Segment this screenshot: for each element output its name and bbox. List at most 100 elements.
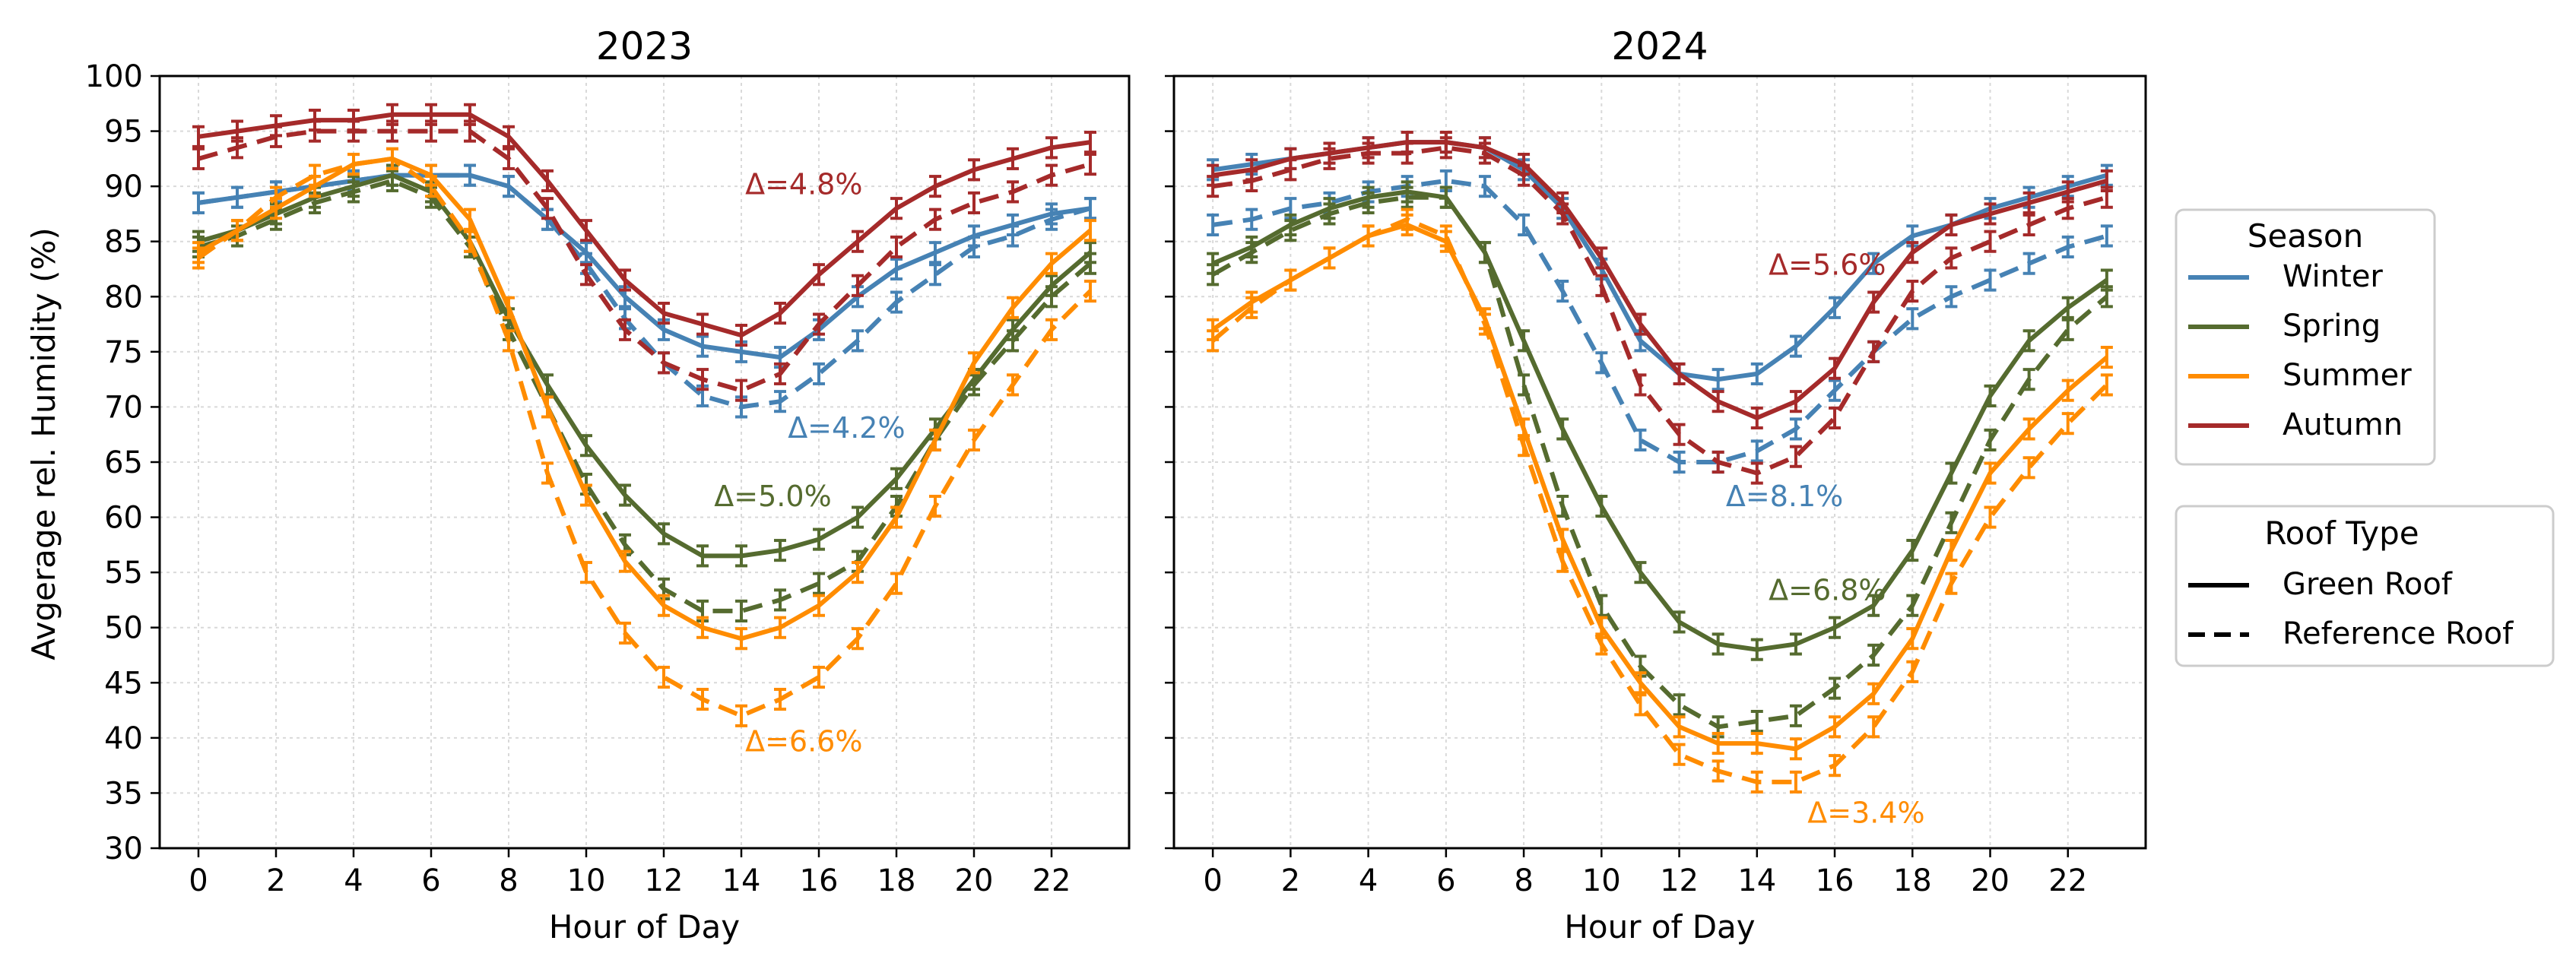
error-bar: [1595, 632, 1608, 656]
error-bar: [1673, 362, 1686, 385]
season-legend-entry-autumn: Autumn: [2188, 407, 2403, 442]
y-tick-label: 35: [104, 776, 143, 811]
series-line: [1211, 217, 2109, 784]
error-bar: [2100, 224, 2113, 248]
error-bar: [2100, 373, 2113, 397]
error-bar: [1478, 241, 1491, 264]
y-tick-label: 65: [104, 445, 143, 480]
error-bar: [1984, 461, 1997, 485]
error-bar: [813, 572, 825, 595]
error-bar: [1007, 147, 1019, 170]
error-bar: [619, 483, 631, 507]
x-tick-label: 22: [1033, 863, 1071, 898]
x-tick-label: 6: [421, 863, 440, 898]
error-bar: [1518, 329, 1531, 353]
error-bar: [1984, 230, 1997, 253]
error-bar: [1634, 312, 1647, 336]
y-tick-label: 100: [85, 59, 143, 94]
error-bar: [1906, 279, 1919, 303]
series-autumn-green-roof: [192, 103, 1096, 347]
error-bar: [541, 169, 554, 192]
error-bar: [541, 395, 554, 419]
roof-legend-title: Roof Type: [2264, 515, 2419, 552]
error-bar: [696, 368, 709, 391]
series-autumn-reference-roof: [1207, 136, 2113, 485]
error-bar: [192, 125, 205, 148]
season-legend-entry-winter: Winter: [2188, 259, 2383, 294]
error-bar: [1245, 169, 1258, 192]
error-bar: [735, 324, 747, 347]
error-bar: [658, 665, 670, 689]
error-bar: [464, 230, 476, 253]
error-bar: [1829, 715, 1842, 739]
series-line: [198, 112, 1091, 338]
error-bar: [658, 594, 670, 617]
y-tick-label: 50: [104, 611, 143, 646]
error-bar: [503, 329, 515, 353]
error-bar: [1045, 207, 1058, 231]
series-spring-green-roof: [192, 163, 1096, 568]
series-summer-reference-roof: [1207, 207, 2113, 793]
error-bar: [1245, 207, 1258, 231]
series-line: [1212, 145, 2108, 476]
delta-annotation: Δ=4.8%: [745, 167, 862, 201]
error-bar: [309, 163, 321, 187]
error-bar: [1207, 175, 1220, 198]
error-bar: [1084, 197, 1096, 220]
error-bar: [968, 158, 980, 182]
series-summer-reference-roof: [192, 147, 1096, 727]
error-bar: [852, 627, 864, 651]
series-autumn-reference-roof: [192, 119, 1096, 402]
error-bar: [658, 351, 670, 375]
delta-annotation: Δ=3.4%: [1807, 797, 1924, 830]
error-bar: [1829, 616, 1842, 639]
error-bar: [1867, 682, 1880, 705]
error-bar: [1556, 494, 1569, 518]
error-bar: [270, 125, 282, 148]
x-axis-label: Hour of Day: [549, 908, 740, 945]
error-bar: [1518, 373, 1531, 397]
error-bar: [658, 301, 670, 325]
error-bar: [503, 175, 515, 198]
error-bar: [1084, 219, 1096, 242]
error-bar: [1556, 550, 1569, 573]
legend-label: Reference Roof: [2283, 616, 2514, 651]
error-bar: [1906, 307, 1919, 331]
error-bar: [580, 434, 592, 458]
series-winter-reference-roof: [1207, 169, 2113, 474]
series-line: [198, 173, 1091, 410]
error-bar: [929, 175, 941, 198]
error-bar: [1945, 285, 1958, 309]
error-bar: [1007, 329, 1019, 353]
error-bar: [852, 561, 864, 584]
error-bar: [1945, 539, 1958, 562]
error-bar: [1867, 594, 1880, 617]
error-bar: [2061, 412, 2074, 435]
error-bar: [2022, 191, 2035, 214]
error-bar: [2022, 329, 2035, 353]
error-bar: [1207, 263, 1220, 287]
delta-annotation: Δ=6.8%: [1769, 573, 1886, 607]
error-bar: [231, 185, 243, 209]
error-bar: [192, 246, 205, 270]
x-tick-label: 16: [1816, 863, 1854, 898]
x-axis-label: Hour of Day: [1564, 908, 1755, 945]
error-bar: [735, 378, 747, 402]
error-bar: [2100, 185, 2113, 209]
y-tick-label: 45: [104, 666, 143, 701]
error-bar: [2100, 285, 2113, 309]
series-line: [1211, 222, 2108, 752]
y-tick-label: 90: [104, 169, 143, 204]
series-line: [1211, 195, 2108, 730]
error-bar: [1673, 423, 1686, 446]
error-bar: [1867, 643, 1880, 667]
x-tick-label: 0: [1203, 863, 1222, 898]
error-bar: [1634, 428, 1647, 452]
error-bar: [658, 522, 670, 546]
error-bar: [1439, 224, 1452, 248]
error-bar: [1245, 241, 1258, 264]
error-bar: [813, 594, 825, 617]
error-bar: [2061, 197, 2074, 220]
error-bar: [813, 362, 825, 385]
error-bar: [1789, 770, 1802, 793]
